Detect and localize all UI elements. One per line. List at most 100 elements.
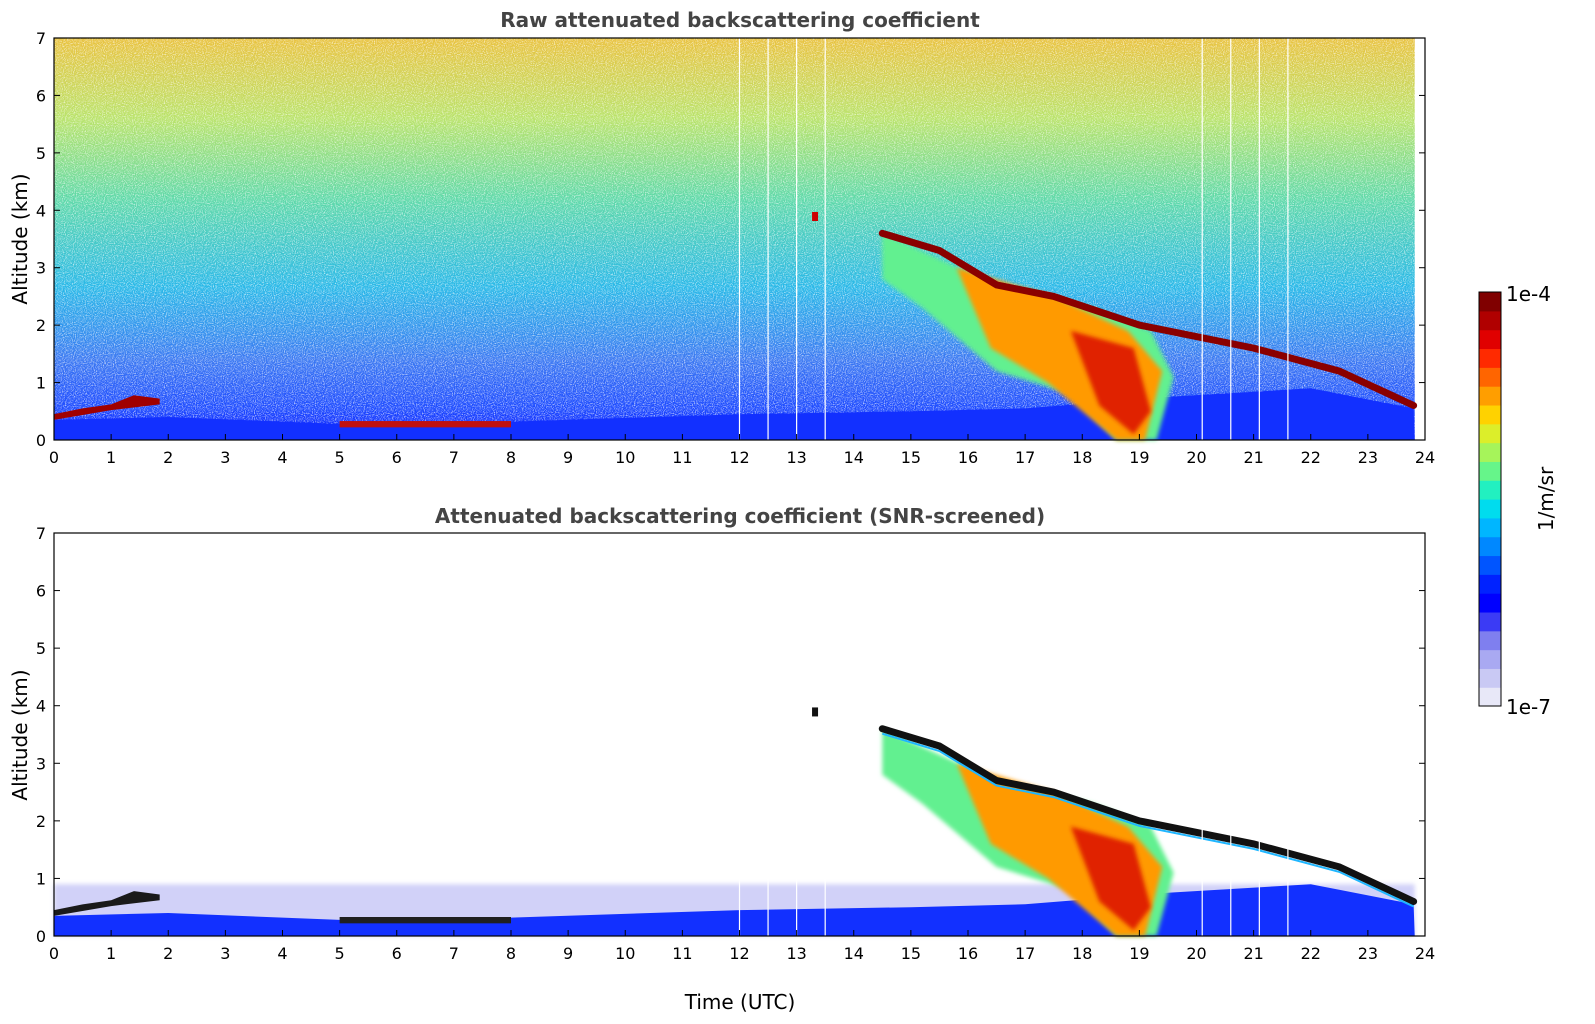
colorbar-band xyxy=(1479,536,1501,557)
x-tick-label: 10 xyxy=(615,448,635,467)
x-axis-label: Time (UTC) xyxy=(684,990,796,1014)
x-tick-label: 10 xyxy=(615,944,635,963)
x-tick-label: 23 xyxy=(1358,448,1378,467)
x-tick-label: 5 xyxy=(335,944,345,963)
x-tick-label: 11 xyxy=(672,448,692,467)
y-tick-label: 3 xyxy=(36,259,46,278)
y-tick-label: 7 xyxy=(36,524,46,543)
x-tick-label: 2 xyxy=(163,448,173,467)
x-tick-label: 23 xyxy=(1358,944,1378,963)
y-tick-label: 0 xyxy=(36,431,46,450)
colorbar-band xyxy=(1479,348,1501,368)
precipitation-hotspot xyxy=(1070,330,1151,435)
x-tick-label: 5 xyxy=(335,448,345,467)
x-tick-label: 22 xyxy=(1301,448,1321,467)
x-tick-label: 14 xyxy=(844,944,864,963)
isolated-cloud-patch xyxy=(812,707,819,717)
x-tick-label: 17 xyxy=(1015,944,1035,963)
colorbar-band xyxy=(1479,386,1501,406)
x-tick-label: 18 xyxy=(1072,944,1092,963)
x-tick-label: 15 xyxy=(901,944,921,963)
x-tick-label: 17 xyxy=(1015,448,1035,467)
x-tick-label: 9 xyxy=(563,448,573,467)
x-tick-label: 18 xyxy=(1072,448,1092,467)
x-tick-label: 3 xyxy=(220,944,230,963)
colorbar-frame xyxy=(1478,291,1502,707)
x-tick-label: 15 xyxy=(901,448,921,467)
raw-backscatter-field xyxy=(54,38,1418,440)
x-tick-label: 1 xyxy=(106,944,116,963)
colorbar-top-label: 1e-4 xyxy=(1506,282,1551,306)
colorbar-band xyxy=(1479,499,1501,519)
x-tick-label: 13 xyxy=(786,944,806,963)
x-tick-label: 19 xyxy=(1129,448,1149,467)
isolated-cloud-patch xyxy=(812,212,819,222)
y-tick-label: 1 xyxy=(36,374,46,393)
snr-backscatter-field xyxy=(54,533,1418,936)
colorbar-band xyxy=(1479,404,1501,425)
y-axis-label-snr: Altitude (km) xyxy=(8,669,32,800)
x-tick-label: 6 xyxy=(392,944,402,963)
x-tick-label: 20 xyxy=(1186,448,1206,467)
x-tick-label: 4 xyxy=(277,944,287,963)
x-tick-label: 13 xyxy=(786,448,806,467)
x-tick-label: 6 xyxy=(392,448,402,467)
snr-axes: 0 1 2 3 4 5 6 7 8 9 10 11 12 13 14 15 16 17 18 19 20 21 22 23 24… xyxy=(36,524,1435,963)
x-tick-label: 7 xyxy=(449,944,459,963)
colorbar: 1e-4 1e-7 1/m/sr xyxy=(1478,282,1558,719)
chart-title-raw: Raw attenuated backscattering coefficien… xyxy=(500,8,980,32)
x-tick-label: 0 xyxy=(49,448,59,467)
colorbar-band xyxy=(1479,517,1501,538)
y-tick-label: 1 xyxy=(36,869,46,888)
x-tick-label: 2 xyxy=(163,944,173,963)
descending-cloud-layer xyxy=(878,725,1418,905)
colorbar-band xyxy=(1479,461,1501,481)
y-axis-label-raw: Altitude (km) xyxy=(8,173,32,304)
colorbar-band xyxy=(1479,668,1501,688)
y-tick-label: 3 xyxy=(36,754,46,773)
x-tick-label: 14 xyxy=(844,448,864,467)
colorbar-bottom-label: 1e-7 xyxy=(1506,695,1551,719)
colorbar-band xyxy=(1479,630,1501,651)
low-cloud-layer xyxy=(54,891,160,916)
colorbar-band xyxy=(1479,367,1501,387)
x-tick-label: 12 xyxy=(729,448,749,467)
colorbar-band xyxy=(1479,687,1501,707)
colorbar-band xyxy=(1479,593,1501,613)
x-tick-label: 24 xyxy=(1415,448,1435,467)
colorbar-band xyxy=(1479,310,1501,331)
x-tick-label: 20 xyxy=(1186,944,1206,963)
x-tick-label: 22 xyxy=(1301,944,1321,963)
colorbar-bands xyxy=(1479,292,1501,707)
x-tick-label: 11 xyxy=(672,944,692,963)
x-tick-label: 0 xyxy=(49,944,59,963)
colorbar-band xyxy=(1479,555,1501,575)
colorbar-band xyxy=(1479,574,1501,594)
colorbar-unit-label: 1/m/sr xyxy=(1534,466,1558,531)
x-tick-label: 8 xyxy=(506,448,516,467)
chart-title-snr: Attenuated backscattering coefficient (S… xyxy=(435,504,1045,528)
y-tick-label: 2 xyxy=(36,316,46,335)
y-tick-label: 6 xyxy=(36,86,46,105)
x-tick-label: 16 xyxy=(958,944,978,963)
thin-stratus-layer xyxy=(339,917,511,924)
x-tick-label: 9 xyxy=(563,944,573,963)
colorbar-band xyxy=(1479,649,1501,669)
x-tick-label: 16 xyxy=(958,448,978,467)
raw-axes: 0 1 2 3 4 5 6 7 8 9 10 11 12 13 14 15 16 17 18 19 20 21 22 23 24… xyxy=(36,29,1435,467)
x-tick-label: 3 xyxy=(220,448,230,467)
colorbar-band xyxy=(1479,480,1501,500)
snr-screened-panel: Attenuated backscattering coefficient (S… xyxy=(8,504,1435,1014)
x-tick-label: 24 xyxy=(1415,944,1435,963)
y-tick-label: 0 xyxy=(36,927,46,946)
precipitation-hotspot xyxy=(1070,826,1151,931)
y-tick-label: 4 xyxy=(36,697,46,716)
colorbar-band xyxy=(1479,292,1501,312)
cloud-layer-halo xyxy=(882,732,1415,908)
descending-cloud-layer xyxy=(878,229,1418,409)
y-tick-label: 5 xyxy=(36,144,46,163)
colorbar-band xyxy=(1479,423,1501,444)
colorbar-band xyxy=(1479,442,1501,462)
